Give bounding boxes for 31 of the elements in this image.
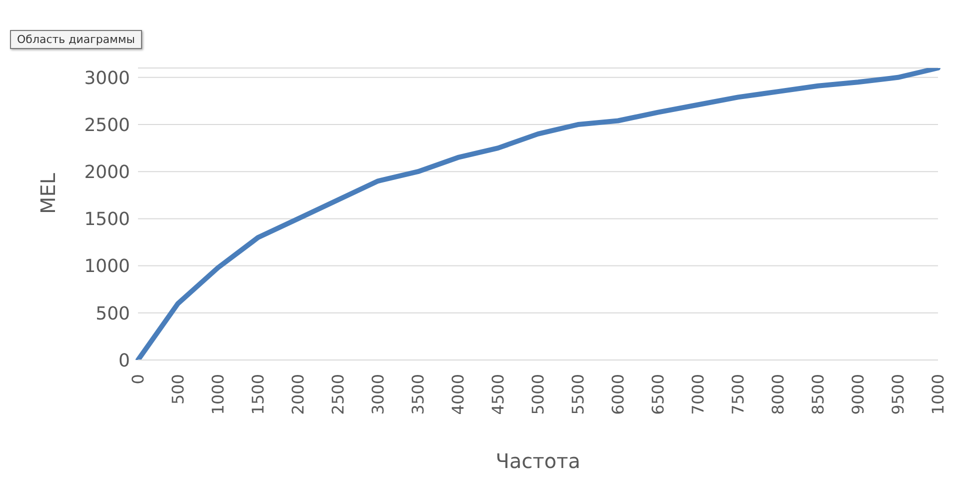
x-tick-label: 4500	[488, 374, 508, 415]
x-tick-label: 5500	[568, 374, 588, 415]
x-tick-label: 7500	[728, 374, 748, 415]
x-tick-label: 1000	[208, 374, 228, 415]
text: Область диаграммы	[10, 30, 142, 49]
x-tick-label: 7000	[688, 374, 708, 415]
x-tick-label: 2000	[288, 374, 308, 415]
x-tick-label: 6500	[648, 374, 668, 415]
y-tick-label: 0	[118, 350, 130, 372]
x-tick-label: 5000	[528, 374, 548, 415]
x-tick-label: 6000	[608, 374, 628, 415]
y-tick-label: 1000	[84, 256, 130, 278]
x-tick-label: 3000	[368, 374, 388, 415]
x-tick-label: 4000	[448, 374, 468, 415]
x-tick-label: 0	[128, 374, 148, 384]
y-tick-label: 500	[96, 303, 130, 324]
x-tick-label: 2500	[328, 374, 348, 415]
x-tick-label: 9000	[848, 374, 868, 415]
y-tick-label: 2000	[84, 162, 130, 184]
x-tick-label: 8000	[768, 374, 788, 415]
x-tick-label: 9500	[888, 374, 908, 415]
x-tick-label: 3500	[408, 374, 428, 415]
x-axis-title: Частота	[496, 449, 580, 473]
x-tick-label: 500	[168, 374, 188, 405]
y-tick-label: 3000	[84, 68, 130, 89]
y-axis-title: MEL	[36, 172, 60, 214]
x-tick-label: 1500	[248, 374, 268, 415]
y-tick-label: 1500	[84, 209, 130, 230]
x-tick-label: 1000	[928, 374, 948, 415]
y-tick-label: 2500	[84, 114, 130, 136]
x-tick-label: 8500	[808, 374, 828, 415]
